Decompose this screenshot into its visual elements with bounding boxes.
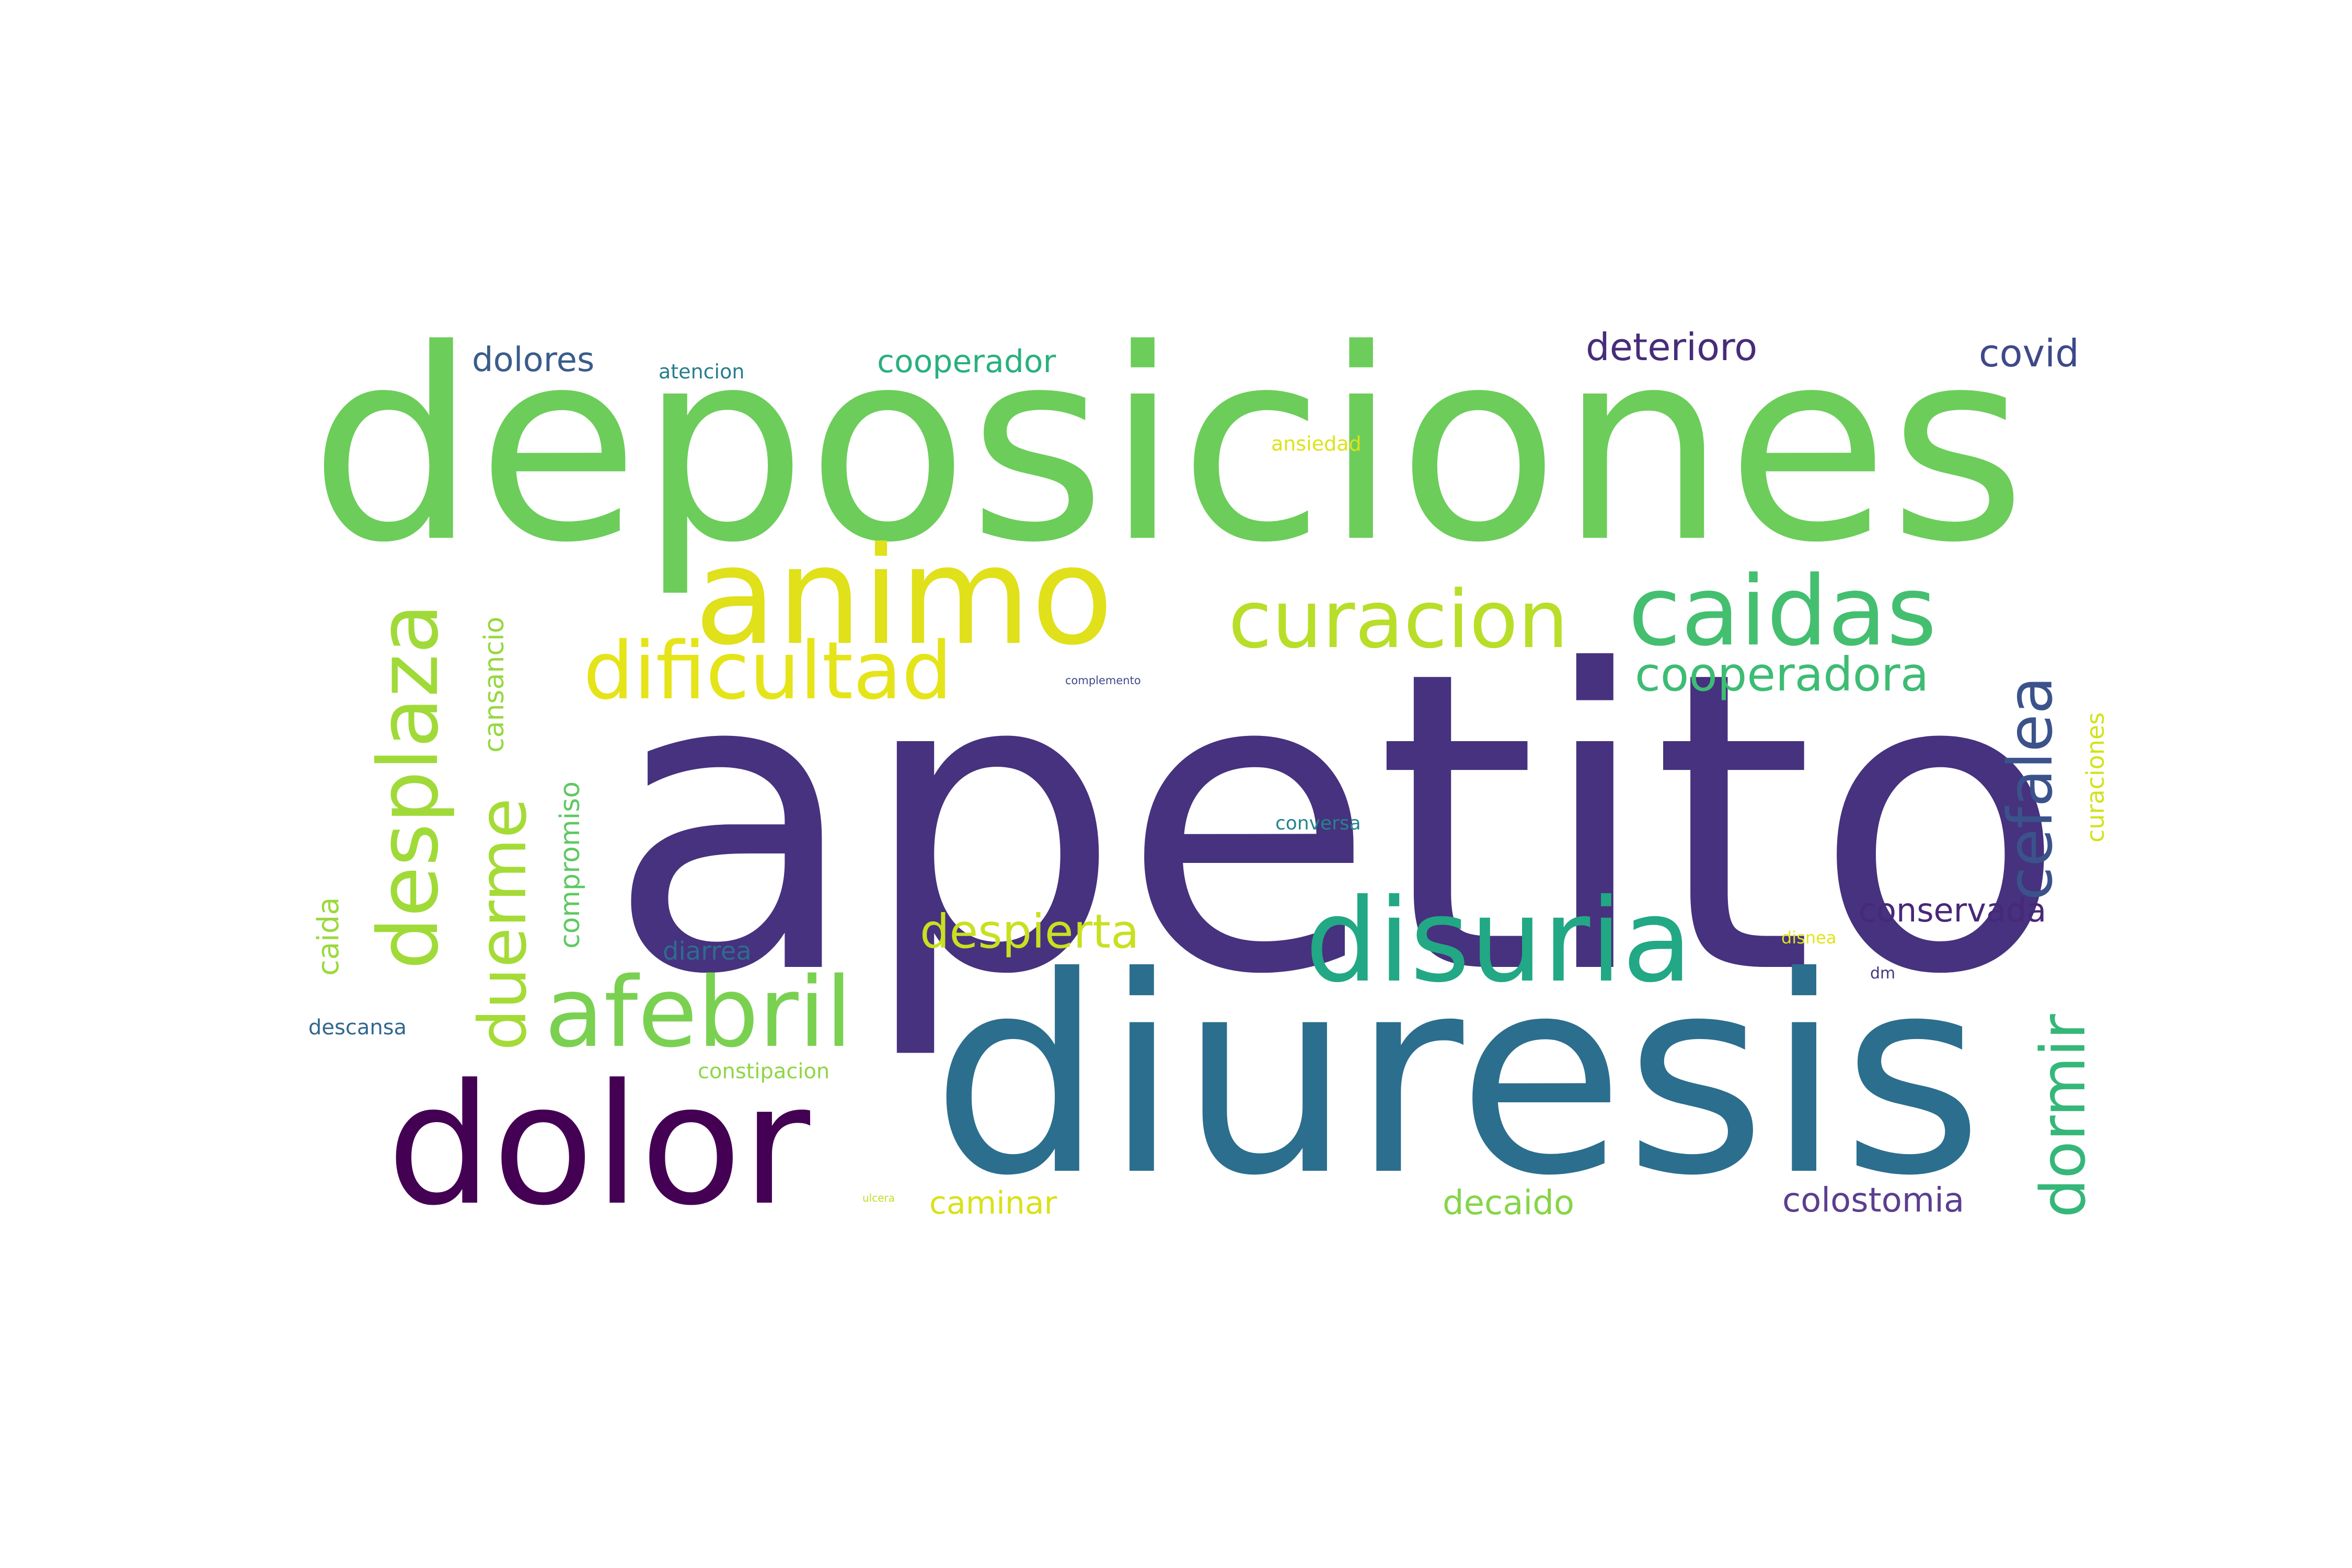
word-covid: covid bbox=[1979, 331, 2079, 375]
word-dolor: dolor bbox=[387, 1048, 811, 1242]
word-ansiedad: ansiedad bbox=[1271, 432, 1362, 455]
word-afebril: afebril bbox=[545, 956, 852, 1069]
word-constipacion: constipacion bbox=[698, 1059, 830, 1083]
word-conservada: conservada bbox=[1859, 891, 2047, 929]
word-descansa: descansa bbox=[308, 1016, 407, 1040]
word-curacion: curacion bbox=[1228, 573, 1569, 666]
word-conversa: conversa bbox=[1275, 813, 1361, 834]
word-diuresis: diuresis bbox=[931, 918, 1984, 1235]
word-decaido: decaido bbox=[1443, 1184, 1574, 1223]
word-dificultad: dificultad bbox=[583, 625, 952, 717]
word-compromiso: compromiso bbox=[555, 781, 586, 949]
word-complemento: complemento bbox=[1065, 674, 1141, 687]
word-dormir: dormir bbox=[2027, 1014, 2099, 1218]
word-colostomia: colostomia bbox=[1782, 1181, 1965, 1220]
word-duerme: duerme bbox=[465, 798, 541, 1051]
word-desplaza: desplaza bbox=[361, 603, 457, 970]
word-dm: dm bbox=[1870, 964, 1896, 983]
word-cooperadora: cooperadora bbox=[1635, 647, 1929, 701]
word-cooperador: cooperador bbox=[877, 343, 1056, 380]
word-caminar: caminar bbox=[929, 1185, 1057, 1221]
word-caida: caida bbox=[312, 897, 345, 976]
word-animo: animo bbox=[694, 518, 1114, 675]
word-diarrea: diarrea bbox=[663, 937, 752, 966]
word-curaciones: curaciones bbox=[2081, 712, 2109, 843]
word-disnea: disnea bbox=[1781, 928, 1837, 948]
word-cansancio: cansancio bbox=[479, 616, 510, 753]
word-caidas: caidas bbox=[1628, 556, 1937, 667]
word-despierta: despierta bbox=[920, 904, 1139, 959]
word-cefalea: cefalea bbox=[1994, 676, 2066, 901]
word-apetito: apetito bbox=[606, 584, 2067, 1065]
word-atencion: atencion bbox=[659, 360, 745, 383]
word-ulcera: ulcera bbox=[862, 1192, 895, 1204]
word-disuria: disuria bbox=[1305, 874, 1693, 1008]
word-deterioro: deterioro bbox=[1586, 325, 1758, 369]
word-deposiciones: deposiciones bbox=[309, 293, 2026, 601]
word-dolores: dolores bbox=[472, 341, 595, 379]
